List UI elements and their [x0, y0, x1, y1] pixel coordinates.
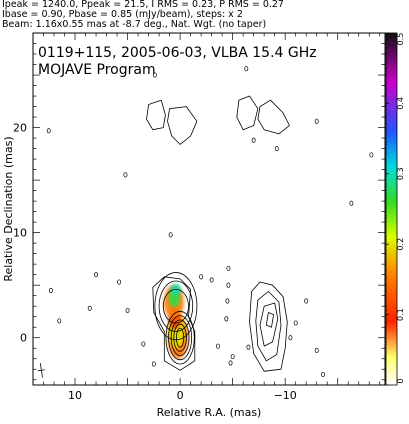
noise-contour [349, 200, 354, 206]
east-lobe-contour [255, 291, 282, 362]
jet-outer-contour [152, 276, 196, 371]
noise-contour [168, 232, 173, 238]
header-line-2: Ibase = 0.90, Pbase = 0.85 (mJy/beam), s… [2, 9, 243, 20]
noise-contour [225, 298, 230, 304]
plot-title: 0119+115, 2005-06-03, VLBA 15.4 GHz [38, 45, 317, 61]
east-lobe-contour [265, 312, 274, 328]
noise-contour [274, 146, 279, 152]
noise-contour [226, 282, 231, 288]
core-contour [165, 311, 195, 365]
north-lobe-contour [257, 99, 290, 135]
y-tick-label: 10 [13, 227, 27, 240]
noise-contour [46, 128, 51, 134]
beam-minor-axis [37, 369, 45, 372]
noise-contour [304, 298, 309, 304]
north-lobe-contour [146, 99, 166, 131]
jet-knot-contour [162, 288, 189, 324]
header-line-3: Beam: 1.16x0.55 mas at -8.7 deg., Nat. W… [2, 19, 267, 30]
noise-contour [123, 172, 128, 178]
noise-contour [244, 66, 249, 72]
east-lobe-contour [259, 302, 279, 347]
north-lobe-contour [236, 95, 259, 131]
north-lobe-contour [167, 106, 198, 145]
noise-contour [321, 371, 325, 378]
axis-ticks: 10 0 −10 0 10 20 [13, 32, 385, 402]
y-axis-label: Relative Declination (mas) [2, 136, 15, 281]
noise-contour [94, 272, 98, 278]
x-tick-label: −10 [274, 389, 297, 402]
x-tick-label: 10 [68, 389, 82, 402]
colorbar-tick-label: 0.2 [396, 238, 405, 251]
noise-contour [226, 265, 231, 271]
colorbar-tick-label: 0.3 [396, 167, 405, 180]
noise-contour [87, 305, 92, 311]
noise-contour [141, 341, 146, 347]
noise-contour [215, 343, 220, 349]
noise-contour [151, 361, 156, 367]
noise-contour [125, 307, 130, 313]
plot-area [37, 66, 374, 378]
y-tick-label: 20 [13, 122, 27, 135]
colorbar-tick-label: 0.1 [396, 308, 405, 321]
colorbar-tick-label: 0.4 [396, 97, 405, 110]
plot-subtitle: MOJAVE Program [38, 62, 156, 78]
x-axis-label: Relative R.A. (mas) [157, 406, 262, 419]
colorbar-ticks: 0 0.1 0.2 0.3 0.4 0.5 [386, 33, 405, 386]
polarization-blob [178, 105, 188, 123]
noise-contour [48, 287, 53, 293]
core-contour [170, 319, 190, 356]
colorbar-tick-label: 0.5 [396, 33, 405, 46]
noise-contour [230, 354, 235, 360]
colorbar [385, 32, 398, 386]
east-lobe-contour [249, 281, 288, 372]
noise-contour [117, 279, 122, 285]
jet-knot-contour [158, 280, 194, 332]
core-contour [173, 323, 187, 352]
noise-contour [246, 344, 251, 350]
noise-contour [209, 277, 214, 283]
noise-contour [224, 316, 229, 322]
colorbar-tick-label: 0 [396, 378, 405, 383]
noise-contour [228, 360, 233, 366]
plot-frame [32, 32, 386, 386]
noise-contour [314, 347, 319, 353]
noise-contour [288, 335, 293, 341]
noise-contour [314, 118, 319, 124]
noise-contour [293, 320, 298, 326]
header-line-1: Ipeak = 1240.0, Ppeak = 21.5, I RMS = 0.… [2, 0, 284, 10]
jet-knot-contour [154, 272, 198, 341]
noise-contour [152, 72, 157, 78]
x-tick-label: 0 [177, 389, 184, 402]
noise-contour [369, 152, 374, 158]
noise-contour [251, 137, 256, 143]
y-tick-label: 0 [20, 332, 27, 345]
noise-contour [57, 318, 62, 324]
noise-contour [199, 274, 204, 280]
beam-marker [37, 362, 45, 378]
